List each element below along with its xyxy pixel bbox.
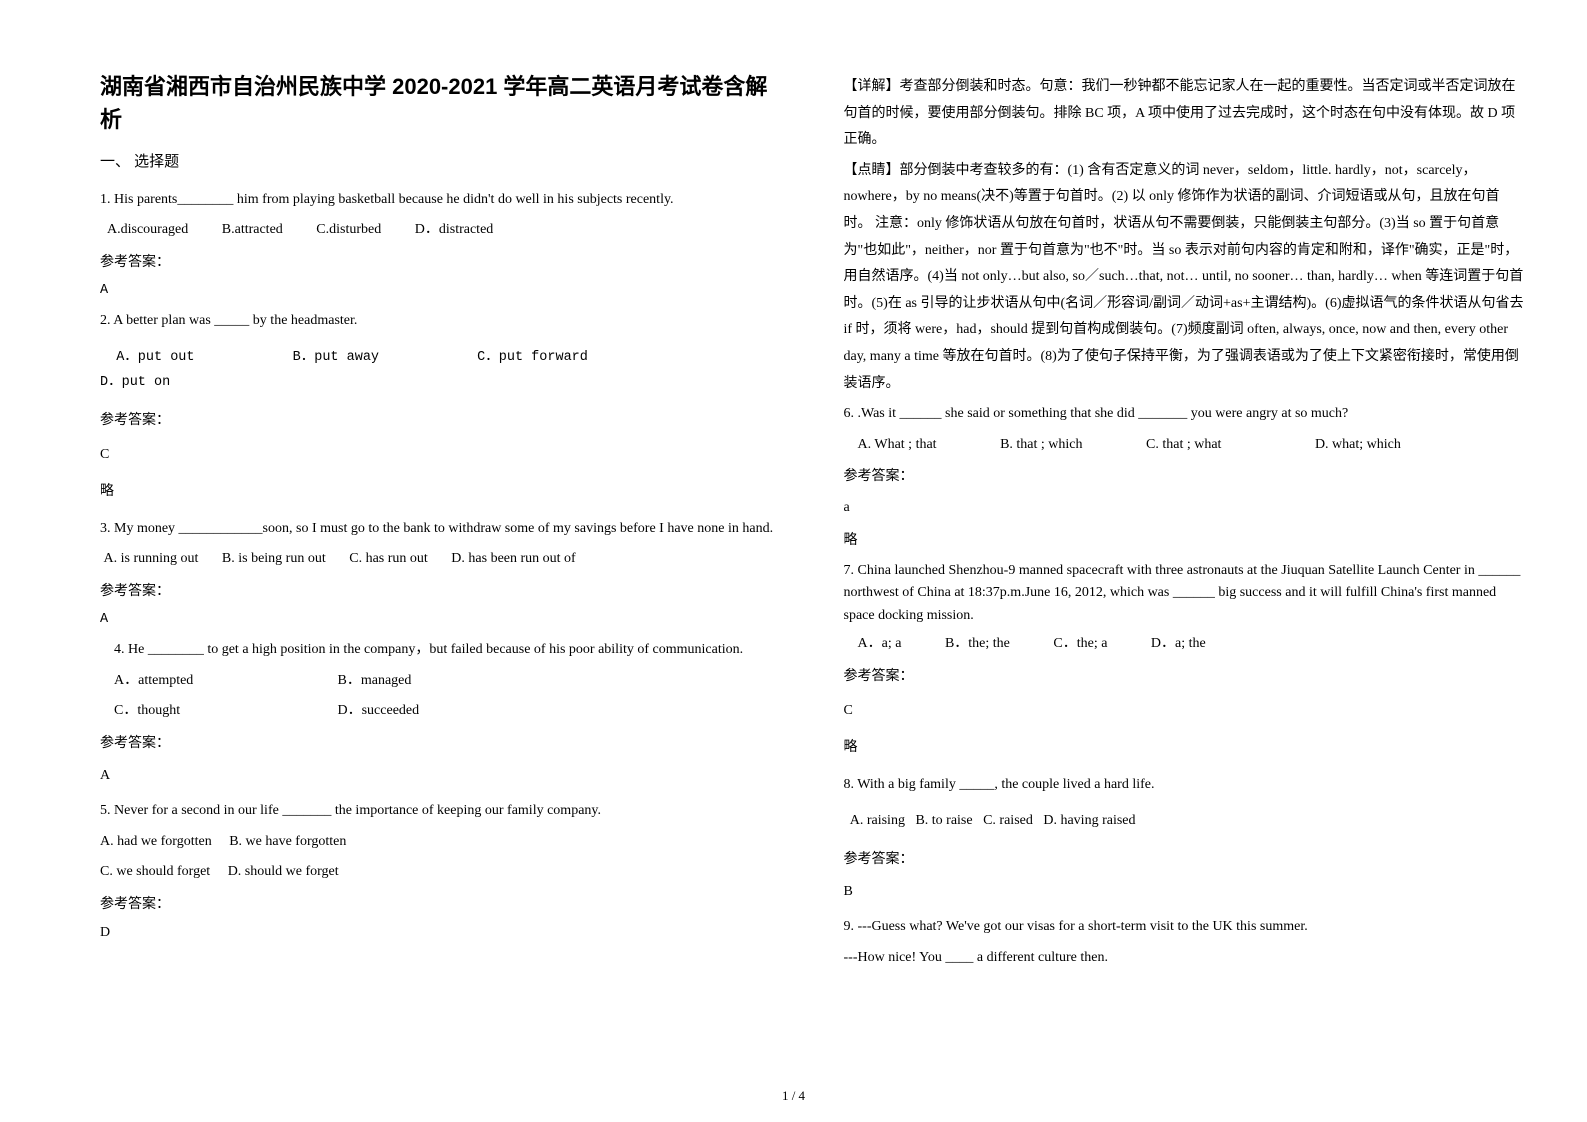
opt-a: A. What ; that [858, 432, 937, 459]
opt-a: A. is running out [104, 546, 199, 573]
left-column: 湖南省湘西市自治州民族中学 2020-2021 学年高二英语月考试卷含解析 一、… [100, 70, 814, 1102]
opt-b: B. that ; which [1000, 432, 1082, 459]
answer-2-note: 略 [100, 479, 784, 506]
opt-d: D. should we forget [228, 864, 339, 879]
answer-1: A [100, 278, 784, 304]
opt-b: B.attracted [222, 217, 283, 244]
opt-c: C. we should forget [100, 864, 210, 879]
explain-5b: 【点睛】部分倒装中考查较多的有：(1) 含有否定意义的词 never，seldo… [844, 158, 1528, 397]
question-5-options-row2: C. we should forget D. should we forget [100, 859, 784, 886]
answer-6: a [844, 495, 1528, 522]
answer-label: 参考答案： [100, 729, 784, 756]
question-8: 8. With a big family _____, the couple l… [844, 772, 1528, 799]
question-3-options: A. is running out B. is being run out C.… [100, 546, 784, 573]
answer-5: D [100, 920, 784, 947]
opt-a: A．attempted [114, 668, 334, 695]
opt-d: D．put on [100, 370, 170, 396]
answer-label: 参考答案： [100, 406, 784, 433]
opt-a: A.discouraged [107, 217, 188, 244]
explain-5a: 【详解】考查部分倒装和时态。句意：我们一秒钟都不能忘记家人在一起的重要性。当否定… [844, 74, 1528, 154]
opt-b: B．put away [293, 345, 379, 371]
question-3: 3. My money ____________soon, so I must … [100, 516, 784, 543]
opt-c: C．thought [114, 698, 334, 725]
opt-b: B．managed [338, 673, 412, 688]
opt-b: B．the; the [945, 631, 1010, 658]
question-1-options: A.discouraged B.attracted C.disturbed D．… [100, 217, 784, 244]
question-2-options: A．put out B．put away C．put forward D．put… [100, 345, 784, 396]
opt-a: A．a; a [858, 631, 902, 658]
right-column: 【详解】考查部分倒装和时态。句意：我们一秒钟都不能忘记家人在一起的重要性。当否定… [814, 70, 1528, 1102]
question-4-options-row1: A．attempted B．managed [100, 668, 784, 695]
opt-a: A．put out [116, 345, 194, 371]
question-4-options-row2: C．thought D．succeeded [100, 698, 784, 725]
answer-3: A [100, 607, 784, 633]
question-4: 4. He ________ to get a high position in… [100, 637, 784, 664]
answer-label: 参考答案： [844, 462, 1528, 489]
opt-c: C.disturbed [316, 217, 381, 244]
answer-label: 参考答案： [100, 890, 784, 917]
opt-c: C. that ; what [1146, 432, 1221, 459]
exam-title: 湖南省湘西市自治州民族中学 2020-2021 学年高二英语月考试卷含解析 [100, 70, 784, 136]
opt-d: D. has been run out of [451, 546, 575, 573]
opt-a: A. had we forgotten [100, 834, 212, 849]
answer-label: 参考答案： [100, 248, 784, 275]
opt-d: D．succeeded [338, 703, 420, 718]
question-8-options: A. raising B. to raise C. raised D. havi… [844, 808, 1528, 835]
opt-d: D. what; which [1315, 432, 1401, 459]
answer-label: 参考答案： [844, 845, 1528, 872]
opt-c: C．the; a [1053, 631, 1107, 658]
opt-d: D．distracted [415, 217, 494, 244]
opt-b: B. is being run out [222, 546, 326, 573]
question-6: 6. .Was it ______ she said or something … [844, 401, 1528, 428]
answer-7-note: 略 [844, 735, 1528, 762]
opt-d: D．a; the [1151, 631, 1206, 658]
opt-c: C．put forward [477, 345, 588, 371]
question-5: 5. Never for a second in our life ______… [100, 798, 784, 825]
answer-label: 参考答案： [844, 662, 1528, 689]
opt-c: C. has run out [349, 546, 428, 573]
question-1: 1. His parents________ him from playing … [100, 187, 784, 214]
section-heading: 一、 选择题 [100, 148, 784, 177]
question-6-options: A. What ; that B. that ; which C. that ;… [844, 432, 1528, 459]
answer-4: A [100, 763, 784, 790]
question-7: 7. China launched Shenzhou-9 manned spac… [844, 560, 1528, 627]
answer-label: 参考答案： [100, 577, 784, 604]
answer-8: B [844, 879, 1528, 906]
opt-b: B. we have forgotten [229, 834, 346, 849]
question-5-options-row1: A. had we forgotten B. we have forgotten [100, 829, 784, 856]
answer-2: C [100, 442, 784, 469]
answer-7: C [844, 698, 1528, 725]
page-footer: 1 / 4 [0, 1088, 1587, 1104]
question-2: 2. A better plan was _____ by the headma… [100, 308, 784, 335]
question-9a: 9. ---Guess what? We've got our visas fo… [844, 914, 1528, 941]
question-9b: ---How nice! You ____ a different cultur… [844, 945, 1528, 972]
question-7-options: A．a; a B．the; the C．the; a D．a; the [844, 631, 1528, 658]
answer-6-note: 略 [844, 528, 1528, 555]
